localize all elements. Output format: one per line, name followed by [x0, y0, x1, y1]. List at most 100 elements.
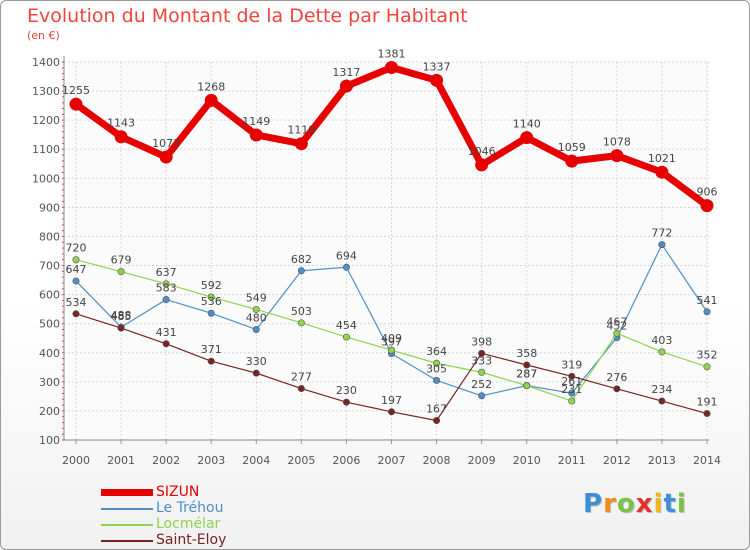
data-label: 431 — [156, 326, 177, 339]
data-label: 1046 — [468, 145, 496, 158]
data-label: 549 — [246, 291, 267, 304]
data-point — [658, 348, 666, 356]
data-point — [72, 277, 80, 285]
data-label: 319 — [561, 358, 582, 371]
data-label: 252 — [471, 378, 492, 391]
x-tick-label: 2007 — [378, 454, 406, 467]
data-point — [703, 363, 711, 371]
data-label: 287 — [516, 368, 537, 381]
data-label: 1119 — [287, 124, 315, 137]
data-label: 541 — [697, 294, 718, 307]
legend-swatch — [101, 524, 153, 526]
data-label: 364 — [426, 345, 447, 358]
data-label: 167 — [426, 403, 447, 416]
x-tick-label: 2009 — [468, 454, 496, 467]
data-point — [342, 333, 350, 341]
y-tick-label: 500 — [39, 318, 60, 331]
data-point — [565, 154, 579, 168]
data-point — [72, 310, 80, 318]
data-point — [613, 329, 621, 337]
data-point — [387, 346, 395, 354]
legend-item: Le Tréhou — [101, 501, 301, 517]
data-label: 1255 — [62, 84, 90, 97]
x-tick-label: 2001 — [107, 454, 135, 467]
data-point — [385, 61, 398, 75]
data-label: 694 — [336, 249, 357, 262]
x-tick-label: 2000 — [62, 454, 90, 467]
x-tick-label: 2008 — [423, 454, 451, 467]
data-label: 358 — [516, 347, 537, 360]
data-point — [339, 79, 353, 93]
data-label: 1021 — [648, 152, 676, 165]
y-tick-label: 1000 — [32, 172, 60, 185]
y-tick-label: 1100 — [32, 143, 60, 156]
data-point — [433, 376, 441, 384]
y-tick-label: 300 — [39, 376, 60, 389]
data-label: 906 — [697, 186, 718, 199]
data-point — [114, 130, 128, 144]
data-label: 276 — [606, 371, 627, 384]
y-tick-label: 400 — [39, 347, 60, 360]
data-label: 1143 — [107, 117, 135, 130]
y-tick-label: 700 — [39, 260, 60, 273]
data-point — [703, 308, 711, 316]
data-point — [249, 128, 263, 142]
x-tick-label: 2003 — [197, 454, 225, 467]
data-label: 1268 — [197, 80, 225, 93]
data-label: 403 — [651, 334, 672, 347]
legend-swatch — [101, 508, 153, 510]
data-point — [658, 241, 666, 249]
legend-item: Locmélar — [101, 517, 301, 533]
data-label: 305 — [426, 362, 447, 375]
data-label: 488 — [111, 309, 132, 322]
legend-label: Saint-Eloy — [156, 532, 227, 548]
data-label: 1073 — [152, 137, 180, 150]
data-label: 480 — [246, 312, 267, 325]
data-label: 647 — [66, 263, 87, 276]
data-point — [294, 137, 308, 151]
y-tick-label: 900 — [39, 201, 60, 214]
data-point — [207, 293, 215, 301]
legend-label: Le Tréhou — [156, 500, 224, 516]
x-tick-label: 2006 — [332, 454, 360, 467]
data-point — [568, 389, 576, 397]
data-point — [478, 392, 486, 400]
legend-label: Locmélar — [156, 516, 221, 532]
data-point — [342, 263, 350, 271]
data-point — [610, 149, 624, 163]
data-label: 371 — [201, 343, 222, 356]
data-point — [703, 410, 711, 418]
data-label: 287 — [516, 368, 537, 381]
data-point — [69, 97, 83, 111]
data-point — [387, 408, 395, 416]
data-point — [252, 326, 260, 334]
data-point — [433, 359, 441, 367]
data-point — [159, 150, 173, 164]
data-point — [207, 357, 215, 365]
data-label: 397 — [381, 336, 402, 349]
chart-legend: SIZUN Le Tréhou Locmélar Saint-Eloy — [101, 485, 301, 549]
data-point — [478, 349, 486, 357]
y-tick-label: 200 — [39, 405, 60, 418]
data-label: 352 — [697, 349, 718, 362]
data-point — [613, 385, 621, 393]
data-point — [655, 165, 669, 179]
data-point — [252, 305, 260, 313]
data-label: 592 — [201, 279, 222, 292]
y-tick-label: 1400 — [32, 56, 60, 69]
data-label: 330 — [246, 355, 267, 368]
data-point — [162, 296, 170, 304]
x-tick-label: 2011 — [558, 454, 586, 467]
data-label: 1149 — [242, 115, 270, 128]
data-point — [162, 280, 170, 288]
y-tick-label: 600 — [39, 289, 60, 302]
data-label: 398 — [471, 335, 492, 348]
proxiti-logo: Proxiti — [583, 489, 687, 519]
data-label: 1337 — [423, 60, 451, 73]
data-label: 197 — [381, 394, 402, 407]
legend-swatch — [101, 540, 153, 542]
data-point — [700, 199, 714, 213]
x-tick-label: 2012 — [603, 454, 631, 467]
data-point — [475, 158, 489, 172]
